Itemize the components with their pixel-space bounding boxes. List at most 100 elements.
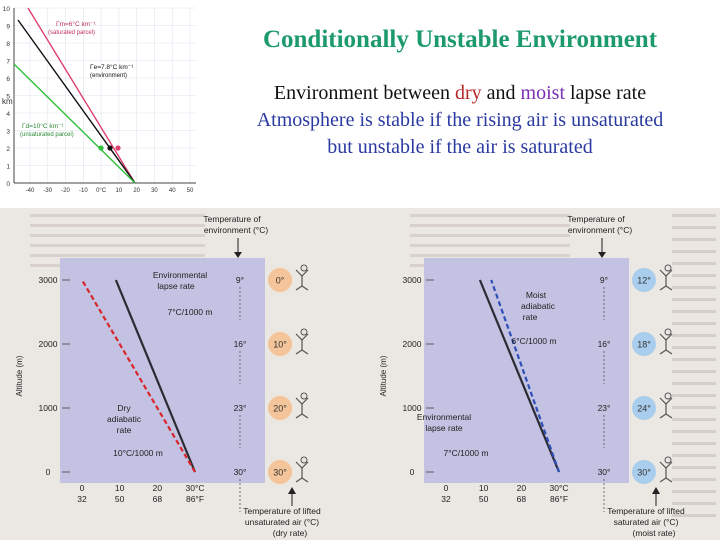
x-tick-label: 50 (187, 188, 194, 194)
bg-text-line (672, 322, 716, 325)
y-unit-label: km (2, 97, 13, 106)
bg-text-line (672, 370, 716, 373)
parcel-temp-label: 20° (273, 404, 287, 414)
parcel-temp-label: 18° (637, 340, 651, 350)
env-temp-label: 23° (598, 403, 611, 413)
bg-text-line (672, 310, 716, 313)
adiabatic-label: Moist (526, 290, 547, 300)
bg-text-line (672, 358, 716, 361)
slide-title: Conditionally Unstable Environment (262, 26, 658, 53)
adiabatic-label: adiabatic (107, 414, 142, 424)
y-tick-label: 2 (6, 146, 10, 153)
env-parcel-dot (107, 145, 113, 151)
y-tick-label: 2000 (39, 339, 58, 349)
env-rate-sublabel: (environment) (90, 73, 127, 79)
y-tick-label: 0 (46, 467, 51, 477)
hiker-head-icon (300, 456, 308, 464)
bg-text-line (30, 254, 205, 257)
air-parcel-balloon (268, 268, 292, 292)
env-rate-label: Γe=7.8°C km⁻¹ (90, 63, 134, 71)
x-tick-fahrenheit: 50 (479, 494, 489, 504)
dry-rate-sublabel: (unsaturated parcel) (20, 132, 74, 138)
x-tick-fahrenheit: 32 (77, 494, 87, 504)
caption-arrowhead (598, 252, 606, 258)
x-tick-fahrenheit: 32 (441, 494, 451, 504)
x-tick-label: 0°C (96, 188, 107, 194)
y-tick-label: 7 (6, 59, 10, 66)
y-tick-label: 0 (410, 467, 415, 477)
moist-lapse-line (27, 7, 136, 184)
bg-text-line (410, 234, 570, 237)
parcel-temp-label: 30° (273, 468, 287, 478)
bg-text-line (672, 214, 716, 217)
dry-parcel-dot (98, 145, 104, 151)
bg-text-line (672, 226, 716, 229)
y-axis-label: Altitude (m) (379, 355, 388, 396)
adiabatic-lapse-line (490, 279, 561, 473)
bg-text-line (672, 298, 716, 301)
adiabatic-lapse-line (81, 279, 196, 473)
bg-text-line (672, 286, 716, 289)
hiker-head-icon (664, 264, 672, 272)
x-tick-fahrenheit: 68 (153, 494, 163, 504)
x-tick-celsius: 10 (479, 483, 489, 493)
bottom-caption: saturated air (°C) (614, 517, 679, 527)
hiker-icon (295, 269, 309, 291)
parcel-temp-label: 12° (637, 276, 651, 286)
adiabatic-value: 10°C/1000 m (113, 448, 163, 458)
bg-text-line (30, 214, 205, 217)
bg-text-line (672, 442, 716, 445)
parcel-temp-label: 10° (273, 340, 287, 350)
top-caption: Temperature of (567, 214, 625, 224)
env-lapse-label: Environmental (417, 412, 471, 422)
bg-text-line (672, 490, 716, 493)
x-tick-celsius: 20 (517, 483, 527, 493)
y-tick-label: 5 (6, 94, 10, 101)
moist-rate-label: Γm=6°C km⁻¹ (56, 20, 97, 28)
environmental-lapse-line (114, 279, 197, 473)
x-tick-label: 10 (116, 188, 123, 194)
body-line-1-post: lapse rate (565, 82, 647, 104)
air-parcel-balloon (632, 268, 656, 292)
x-tick-fahrenheit: 86°F (186, 494, 204, 504)
x-tick-labels: -40 -30 -20 -10 0°C 10 20 30 40 50 (26, 188, 194, 194)
env-lapse-value: 7°C/1000 m (444, 448, 489, 458)
x-tick-celsius: 30°C (186, 483, 205, 493)
y-tick-label: 3000 (403, 275, 422, 285)
word-moist: moist (520, 82, 565, 104)
adiabatic-label: rate (523, 312, 538, 322)
x-tick-fahrenheit: 86°F (550, 494, 568, 504)
bottom-caption: Temperature of lifted (243, 506, 321, 516)
bg-text-line (672, 334, 716, 337)
adiabatic-label: rate (117, 425, 132, 435)
bottom-arrowhead (652, 487, 660, 494)
air-parcel-balloon (268, 396, 292, 420)
x-tick-label: 30 (151, 188, 158, 194)
x-tick-celsius: 30°C (550, 483, 569, 493)
x-tick-label: -30 (43, 188, 52, 194)
hiker-icon (659, 461, 673, 483)
hiker-head-icon (664, 328, 672, 336)
x-tick-celsius: 20 (153, 483, 163, 493)
y-tick-label: 6 (6, 76, 10, 83)
x-tick-fahrenheit: 68 (517, 494, 527, 504)
top-caption: Temperature of (203, 214, 261, 224)
body-line-2: Atmosphere is stable if the rising air i… (256, 109, 664, 131)
word-dry: dry (454, 82, 482, 104)
bg-text-line (410, 254, 570, 257)
bg-text-line (672, 406, 716, 409)
x-tick-label: -40 (26, 188, 35, 194)
bottom-caption: unsaturated air (°C) (245, 517, 319, 527)
body-line-1: Environment between dry and moist lapse … (200, 80, 720, 107)
bg-text-line (672, 502, 716, 505)
hiker-icon (659, 397, 673, 419)
bg-text-line (30, 244, 205, 247)
y-tick-label: 1 (6, 164, 10, 171)
moist-rate-sublabel: (saturated parcel) (48, 30, 95, 36)
bg-text-line (410, 214, 570, 217)
y-tick-label: 10 (3, 6, 11, 13)
bg-text-line (410, 224, 570, 227)
bg-text-line (672, 454, 716, 457)
